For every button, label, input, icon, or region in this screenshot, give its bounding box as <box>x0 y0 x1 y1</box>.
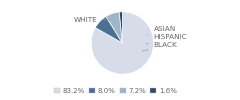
Text: WHITE: WHITE <box>74 17 110 23</box>
Wedge shape <box>95 16 122 43</box>
Text: BLACK: BLACK <box>142 42 177 51</box>
Wedge shape <box>106 12 122 43</box>
Wedge shape <box>119 12 122 43</box>
Text: HISPANIC: HISPANIC <box>146 34 187 44</box>
Text: ASIAN: ASIAN <box>147 26 176 35</box>
Legend: 83.2%, 8.0%, 7.2%, 1.6%: 83.2%, 8.0%, 7.2%, 1.6% <box>51 85 180 96</box>
Wedge shape <box>91 12 154 74</box>
